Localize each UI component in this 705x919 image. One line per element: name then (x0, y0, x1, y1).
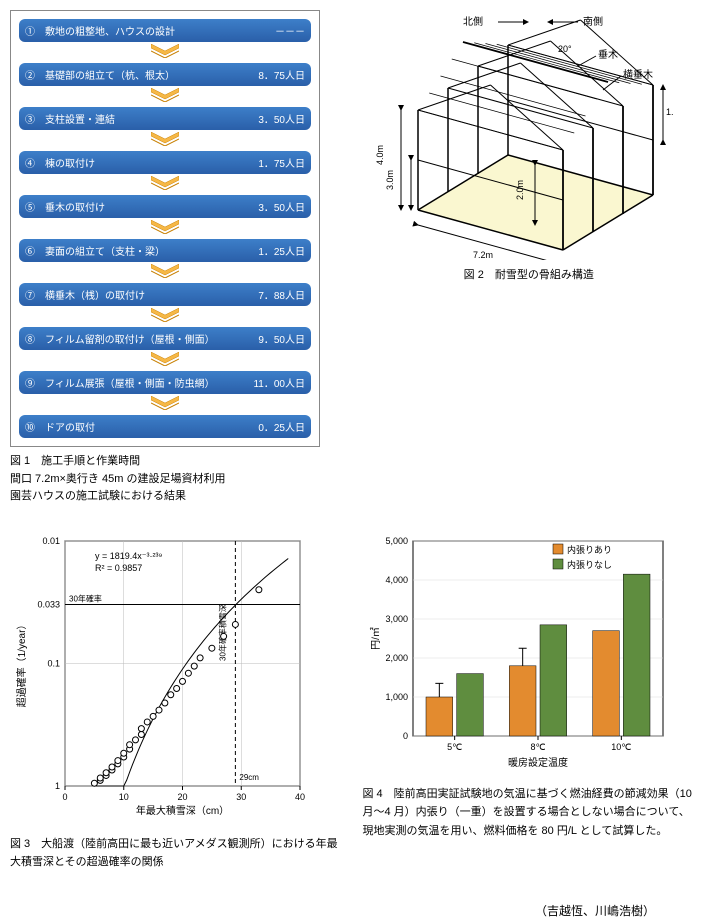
flow-step: ③ 支柱設置・連結3．50人日 (19, 107, 311, 130)
chevron-icon (19, 130, 311, 151)
svg-text:横垂木: 横垂木 (623, 68, 653, 81)
chevron-icon (19, 394, 311, 415)
svg-text:40: 40 (295, 792, 305, 802)
svg-text:1,000: 1,000 (385, 692, 408, 702)
bar-chart: 0 1,000 2,000 3,000 4,000 5,000 5℃ 8℃ 10℃ 内張りあり内張… (363, 526, 683, 779)
flow-step: ⑩ ドアの取付0．25人日 (19, 415, 311, 438)
svg-text:10: 10 (119, 792, 129, 802)
flowchart: ① 敷地の粗整地、ハウスの設計－－－ ② 基礎部の組立て（杭、根太）8．75人日 ③… (10, 10, 320, 447)
fig3-col: 0.01 0.033 0.1 10 10 20 30 40 30年確率 29cm 30年確率積雪深年… (10, 526, 343, 872)
svg-text:暖房設定温度: 暖房設定温度 (508, 756, 568, 769)
chevron-icon (19, 306, 311, 327)
flow-step: ① 敷地の粗整地、ハウスの設計－－－ (19, 19, 311, 42)
authors: （吉越恆、川嶋浩樹） (10, 902, 695, 919)
svg-text:29cm: 29cm (239, 773, 259, 782)
svg-text:4.0m: 4.0m (375, 145, 385, 165)
svg-text:0: 0 (402, 731, 407, 741)
svg-text:30年確率: 30年確率 (69, 593, 102, 603)
svg-text:0.01: 0.01 (42, 536, 60, 546)
svg-text:0: 0 (62, 792, 67, 802)
fig1-col: ① 敷地の粗整地、ハウスの設計－－－ ② 基礎部の組立て（杭、根太）8．75人日 ③… (10, 10, 343, 506)
fig1-sub1: 間口 7.2m×奥行き 45m の建設足場資材利用 (10, 471, 343, 489)
svg-text:垂木: 垂木 (598, 49, 618, 61)
fig2-col: 北側 南側 4.0m3.0m 2.0m 7.2m 1.8m 20° 垂木横垂木 図 2 耐雪型… (363, 10, 696, 506)
fig1-sub2: 園芸ハウスの施工試験における結果 (10, 488, 343, 506)
svg-text:7.2m: 7.2m (473, 250, 493, 260)
svg-text:10℃: 10℃ (611, 742, 631, 752)
svg-text:5℃: 5℃ (447, 742, 462, 752)
chevron-icon (19, 218, 311, 239)
svg-text:R² = 0.9857: R² = 0.9857 (95, 563, 142, 573)
svg-text:4,000: 4,000 (385, 575, 408, 585)
svg-text:北側: 北側 (463, 15, 483, 28)
wireframe: 北側 南側 4.0m3.0m 2.0m 7.2m 1.8m 20° 垂木横垂木 (363, 10, 673, 260)
fig1-title: 図 1 施工手順と作業時間 (10, 453, 343, 471)
flow-step: ⑧ フィルム留剤の取付け（屋根・側面）9．50人日 (19, 327, 311, 350)
chevron-icon (19, 174, 311, 195)
fig4-caption: 図 4 陸前高田実証試験地の気温に基づく燃油経費の節減効果（10 月～4 月）内… (363, 785, 696, 841)
chevron-icon (19, 86, 311, 107)
svg-text:超過確率（1/year）: 超過確率（1/year） (15, 619, 28, 707)
flow-step: ⑦ 横垂木（桟）の取付け7．88人日 (19, 283, 311, 306)
svg-text:内張りあり: 内張りあり (567, 544, 612, 555)
svg-text:0.1: 0.1 (47, 658, 60, 668)
svg-text:30年確率積雪深: 30年確率積雪深 (217, 604, 227, 661)
chevron-icon (19, 262, 311, 283)
fig3-caption: 図 3 大船渡（陸前高田に最も近いアメダス観測所）における年最大積雪深とその超過… (10, 835, 343, 872)
chevron-icon (19, 350, 311, 371)
flow-step: ⑨ フィルム展張（屋根・側面・防虫網）11．00人日 (19, 371, 311, 394)
svg-text:2,000: 2,000 (385, 653, 408, 663)
flow-step: ④ 棟の取付け1．75人日 (19, 151, 311, 174)
flow-step: ⑤ 垂木の取付け3．50人日 (19, 195, 311, 218)
svg-text:20°: 20° (558, 44, 572, 54)
row-bottom: 0.010.0330.1101020304030年確率29cm30年確率積雪深年… (10, 526, 695, 872)
scatter-plot: 0.01 0.033 0.1 10 10 20 30 40 30年確率 29cm 30年確率積雪深年… (10, 526, 320, 829)
svg-text:8℃: 8℃ (530, 742, 545, 752)
row-top: ① 敷地の粗整地、ハウスの設計－－－ ② 基礎部の組立て（杭、根太）8．75人日 ③… (10, 10, 695, 506)
svg-text:0.033: 0.033 (37, 599, 60, 609)
svg-text:30: 30 (236, 792, 246, 802)
fig4-col: 0 1,000 2,000 3,000 4,000 5,000 5℃ 8℃ 10℃ 内張りあり内張… (363, 526, 696, 872)
svg-text:2.0m: 2.0m (515, 180, 525, 200)
fig1-caption: 図 1 施工手順と作業時間 間口 7.2m×奥行き 45m の建設足場資材利用 … (10, 453, 343, 506)
svg-text:3,000: 3,000 (385, 614, 408, 624)
svg-text:1.8m: 1.8m (666, 107, 673, 117)
svg-text:5,000: 5,000 (385, 536, 408, 546)
svg-text:3.0m: 3.0m (385, 170, 395, 190)
flow-step: ② 基礎部の組立て（杭、根太）8．75人日 (19, 63, 311, 86)
svg-text:内張りなし: 内張りなし (567, 559, 612, 570)
svg-text:年最大積雪深（cm）: 年最大積雪深（cm） (136, 804, 229, 817)
flow-step: ⑥ 妻面の組立て（支柱・梁）1．25人日 (19, 239, 311, 262)
chevron-icon (19, 42, 311, 63)
svg-text:1: 1 (55, 781, 60, 791)
svg-text:南側: 南側 (583, 15, 603, 28)
svg-text:円/㎡: 円/㎡ (370, 627, 382, 650)
svg-text:y = 1819.4x⁻³·²³⁹: y = 1819.4x⁻³·²³⁹ (95, 551, 163, 561)
svg-text:20: 20 (177, 792, 187, 802)
fig2-caption: 図 2 耐雪型の骨組み構造 (363, 266, 696, 282)
